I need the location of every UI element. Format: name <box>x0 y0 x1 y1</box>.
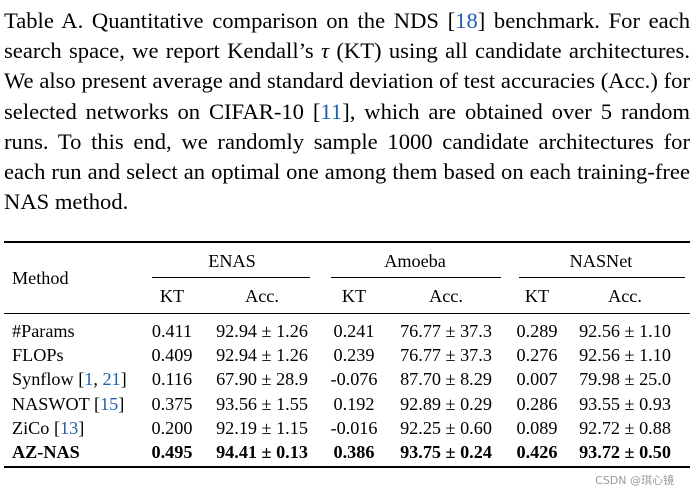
kt-cell: 0.116 <box>151 369 193 390</box>
citation-link[interactable]: 11 <box>320 98 343 124</box>
kt-cell: 0.192 <box>333 393 375 414</box>
acc-cell: 93.55 ± 0.93 <box>579 393 671 414</box>
acc-cell: 93.75 ± 0.24 <box>400 442 492 462</box>
table-row: AZ-NAS 0.495 94.41 ± 0.13 0.386 93.75 ± 0.24… <box>0 442 696 466</box>
group-header-enas: ENAS <box>208 251 256 271</box>
method-header: Method <box>12 268 69 288</box>
acc-cell: 92.94 ± 1.26 <box>216 321 308 341</box>
table-row: ZiCo [13] 0.200 92.19 ± 1.15 -0.016 92.25 ± … <box>0 418 696 442</box>
kt-cell: 0.286 <box>516 393 558 414</box>
kt-cell: 0.089 <box>516 417 558 438</box>
subheader-kt: KT <box>159 286 185 306</box>
kt-cell: -0.016 <box>330 417 378 438</box>
acc-cell: 92.72 ± 0.88 <box>579 417 671 438</box>
kt-cell: 0.007 <box>516 369 558 390</box>
kt-cell: 0.426 <box>516 442 558 462</box>
citation-link[interactable]: 13 <box>60 417 79 438</box>
acc-cell: 92.56 ± 1.10 <box>579 321 671 341</box>
kt-cell: 0.409 <box>151 345 193 366</box>
subheader-acc: Acc. <box>608 286 642 306</box>
acc-cell: 92.19 ± 1.15 <box>216 417 308 438</box>
acc-cell: 93.72 ± 0.50 <box>579 442 671 462</box>
kt-cell: 0.495 <box>151 442 193 462</box>
method-cell: ZiCo [13] <box>12 417 85 438</box>
kt-cell: -0.076 <box>330 369 378 390</box>
method-name: NASWOT <box>12 393 90 414</box>
table-top-rule <box>4 241 690 243</box>
kt-cell: 0.239 <box>333 345 375 366</box>
kt-cell: 0.289 <box>516 321 558 341</box>
acc-cell: 92.94 ± 1.26 <box>216 345 308 366</box>
kt-cell: 0.241 <box>333 321 375 341</box>
acc-cell: 92.89 ± 0.29 <box>400 393 492 414</box>
citation-link[interactable]: 1 <box>84 369 94 390</box>
method-name: FLOPs <box>12 345 64 366</box>
acc-cell: 76.77 ± 37.3 <box>400 321 492 341</box>
acc-cell: 93.56 ± 1.55 <box>216 393 308 414</box>
caption-text: (KT) using all candidate architectures. … <box>4 38 690 124</box>
acc-cell: 79.98 ± 25.0 <box>579 369 671 390</box>
subheader-kt: KT <box>524 286 550 306</box>
citation-link[interactable]: 18 <box>455 8 478 33</box>
watermark: CSDN @琪心镜 <box>595 474 674 487</box>
tau-symbol: τ <box>320 38 330 64</box>
method-cell: FLOPs <box>12 345 64 366</box>
method-name: AZ-NAS <box>12 442 80 462</box>
method-name: Synflow <box>12 369 74 390</box>
enas-cmidrule <box>152 277 310 278</box>
method-cell: AZ-NAS <box>12 442 80 463</box>
acc-cell: 76.77 ± 37.3 <box>400 345 492 366</box>
caption-text: ], which are obtained over 5 random runs… <box>4 98 690 215</box>
kt-cell: 0.200 <box>151 417 193 438</box>
kt-cell: 0.386 <box>333 442 375 462</box>
method-cell: NASWOT [15] <box>12 393 125 414</box>
subheader-kt: KT <box>341 286 367 306</box>
acc-cell: 92.25 ± 0.60 <box>400 417 492 438</box>
subheader-acc: Acc. <box>429 286 463 306</box>
amoeba-cmidrule <box>331 277 501 278</box>
table-caption: Table A. Quantitative comparison on the … <box>4 6 690 217</box>
subheader-acc: Acc. <box>245 286 279 306</box>
nasnet-cmidrule <box>519 277 685 278</box>
acc-cell: 92.56 ± 1.10 <box>579 345 671 366</box>
method-name: ZiCo <box>12 417 50 438</box>
kt-cell: 0.375 <box>151 393 193 414</box>
acc-cell: 67.90 ± 28.9 <box>216 369 308 390</box>
method-cell: #Params <box>12 321 75 342</box>
citation-link[interactable]: 15 <box>100 393 119 414</box>
acc-cell: 94.41 ± 0.13 <box>216 442 308 462</box>
caption-text: ] benchmark. For each search space, we r… <box>4 8 690 64</box>
kt-cell: 0.411 <box>151 321 193 341</box>
table-row: Synflow [1, 21] 0.116 67.90 ± 28.9 -0.076 87… <box>0 369 696 393</box>
acc-cell: 87.70 ± 8.29 <box>400 369 492 390</box>
table-header-rule <box>4 313 690 314</box>
table-bottom-rule <box>4 466 690 468</box>
caption-text: Table A. Quantitative comparison on the … <box>4 8 456 33</box>
table-row: NASWOT [15] 0.375 93.56 ± 1.55 0.192 92.89 ±… <box>0 394 696 418</box>
method-cell: Synflow [1, 21] <box>12 369 127 390</box>
kt-cell: 0.276 <box>516 345 558 366</box>
table-row: #Params 0.411 92.94 ± 1.26 0.241 76.77 ± 37.… <box>0 321 696 345</box>
method-name: #Params <box>12 321 75 341</box>
group-header-nasnet: NASNet <box>569 251 633 271</box>
table-row: FLOPs 0.409 92.94 ± 1.26 0.239 76.77 ± 37.3 0… <box>0 345 696 369</box>
group-header-amoeba: Amoeba <box>384 251 446 271</box>
citation-link[interactable]: 21 <box>102 369 121 390</box>
